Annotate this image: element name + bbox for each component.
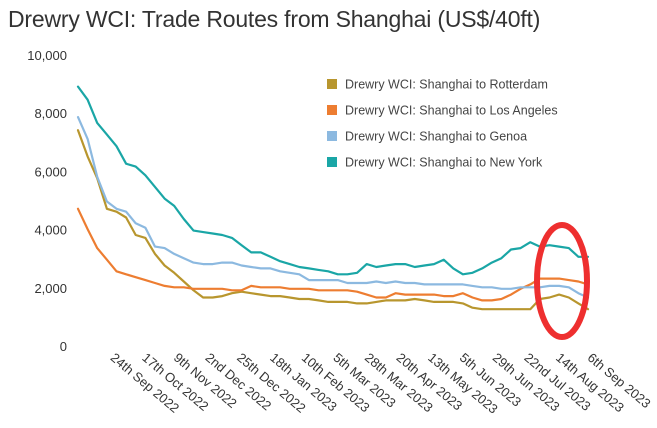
series-line-2 [76,207,590,302]
y-tick-label: 4,000 [34,223,67,238]
annotation [534,222,590,340]
y-tick-label: 0 [60,339,67,354]
series-line-4 [76,85,590,276]
y-axis: 0 2,000 4,000 6,000 8,000 10,000 [27,48,67,354]
series-line-1 [76,129,590,311]
legend-swatch [327,105,337,115]
legend-label: Drewry WCI: Shanghai to Los Angeles [345,104,558,118]
legend-label: Drewry WCI: Shanghai to Genoa [345,130,527,144]
series-line-3 [76,115,590,299]
y-tick-label: 10,000 [27,48,67,63]
series-lines [76,85,590,311]
legend-label: Drewry WCI: Shanghai to New York [345,156,543,170]
y-tick-label: 8,000 [34,106,67,121]
legend-swatch [327,157,337,167]
chart-title: Drewry WCI: Trade Routes from Shanghai (… [8,6,541,32]
y-tick-label: 2,000 [34,281,67,296]
y-tick-label: 6,000 [34,164,67,179]
legend-swatch [327,131,337,141]
legend: Drewry WCI: Shanghai to Rotterdam Drewry … [327,78,558,170]
legend-label: Drewry WCI: Shanghai to Rotterdam [345,78,548,92]
highlight-ellipse [534,222,590,340]
legend-swatch [327,79,337,89]
